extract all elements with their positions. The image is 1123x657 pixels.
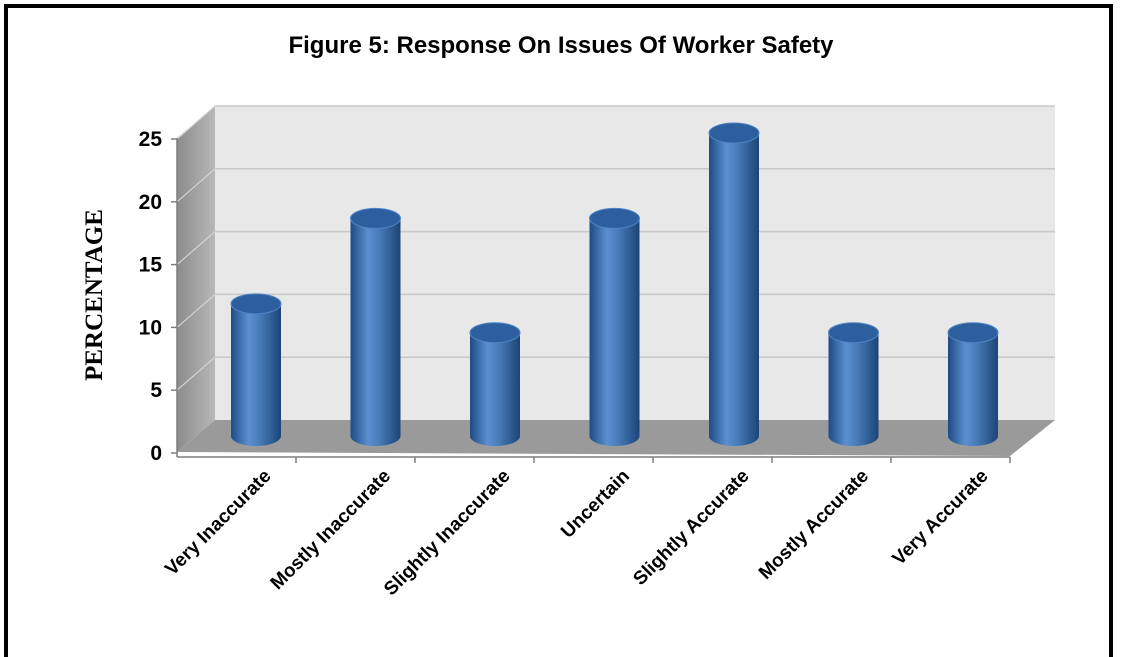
chart-title: Figure 5: Response On Issues Of Worker S… <box>288 32 834 59</box>
x-tick-label: Mostly Accurate <box>755 466 873 584</box>
bar-body <box>709 133 759 446</box>
gridline-side <box>176 105 216 140</box>
bar <box>230 293 282 446</box>
bar-body <box>589 218 640 447</box>
y-tick-label: 15 <box>139 254 163 277</box>
bar <box>350 207 401 447</box>
gridline-side <box>176 356 216 391</box>
bar-body <box>350 218 401 447</box>
bar-top <box>708 122 760 144</box>
gridline-side <box>176 293 216 328</box>
y-tick-label: 5 <box>150 379 162 402</box>
bar-top <box>469 322 521 344</box>
bar-top <box>230 293 282 315</box>
y-tick-label: 25 <box>139 128 163 151</box>
x-tick-label: Uncertain <box>557 466 634 543</box>
bar-body <box>828 332 879 447</box>
y-tick-label: 10 <box>139 316 162 339</box>
bars <box>230 122 999 447</box>
bar <box>708 122 760 446</box>
bar-body <box>231 303 281 446</box>
side-wall <box>177 106 215 452</box>
bar <box>469 322 521 446</box>
x-tick-label: Very Accurate <box>889 466 993 570</box>
y-tick-label: 0 <box>150 442 162 465</box>
bar-top <box>828 322 879 344</box>
y-tick-labels: 0 5 10 15 20 25 <box>139 128 177 465</box>
bar-top <box>350 207 401 229</box>
bar-top <box>947 322 999 344</box>
bar <box>947 322 999 446</box>
bar-body <box>948 332 998 446</box>
bar-body <box>470 332 520 446</box>
y-axis <box>176 138 1010 458</box>
gridline-side <box>176 168 216 203</box>
x-tick-label: Slightly Inaccurate <box>380 466 514 600</box>
y-tick-label: 20 <box>139 191 162 214</box>
bar <box>589 207 640 447</box>
bar-top <box>589 207 640 229</box>
gridline-side <box>176 231 216 266</box>
x-tick-label: Very Inaccurate <box>161 466 275 580</box>
x-tick-label: Mostly Inaccurate <box>267 466 395 594</box>
y-axis-label: PERCENTAGE <box>81 209 108 381</box>
bar <box>828 322 879 447</box>
x-tick-label: Slightly Accurate <box>629 466 753 590</box>
